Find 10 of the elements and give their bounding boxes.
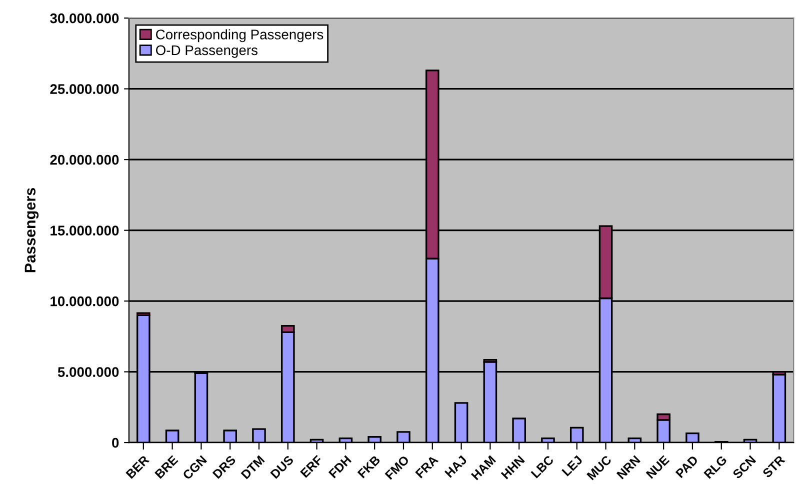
y-tick-label: 10.000.000: [50, 296, 119, 306]
legend-label: Corresponding Passengers: [156, 29, 324, 42]
y-tick-label: 0: [112, 438, 119, 448]
y-tick-label: 20.000.000: [50, 154, 119, 165]
y-tick-label: 25.000.000: [50, 84, 119, 94]
y-axis-title: Passengers: [24, 188, 39, 272]
y-tick-label: 5.000.000: [58, 367, 119, 377]
y-tick-label: 15.000.000: [50, 226, 119, 236]
legend-label: O-D Passengers: [156, 45, 258, 58]
y-tick-label: 30.000.000: [50, 13, 119, 24]
